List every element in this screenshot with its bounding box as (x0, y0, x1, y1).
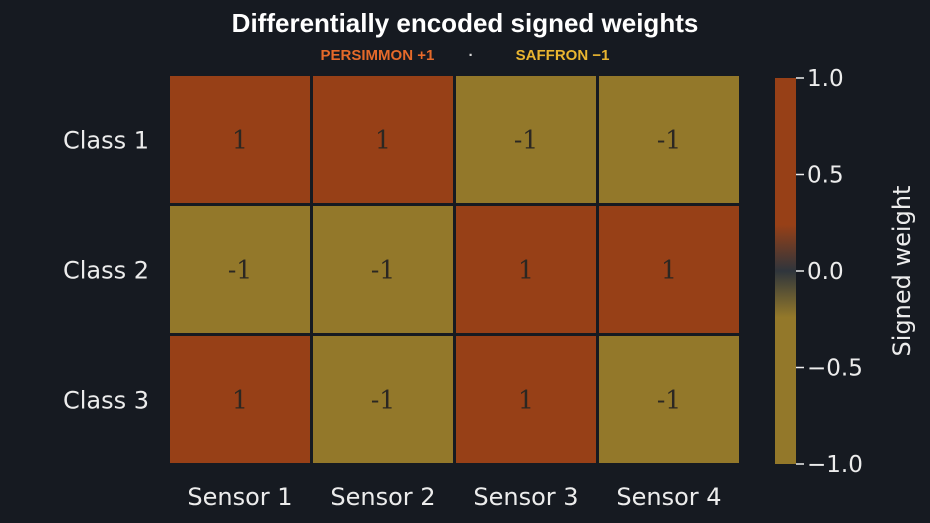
column-label: Sensor 1 (187, 483, 292, 511)
cell-value-label: -1 (657, 126, 681, 155)
column-label: Sensor 4 (616, 483, 721, 511)
colorbar-tick-label: −0.5 (807, 356, 863, 382)
cell-value-label: -1 (371, 256, 395, 285)
cell-value-label: 1 (232, 386, 248, 415)
colorbar-label: Signed weight (888, 186, 916, 357)
column-labels: Sensor 1 Sensor 2 Sensor 3 Sensor 4 (187, 483, 721, 511)
row-label: Class 3 (63, 387, 149, 415)
cell-value-label: -1 (371, 386, 395, 415)
cell-value-label: -1 (514, 126, 538, 155)
row-labels: Class 1 Class 2 Class 3 (63, 127, 149, 415)
colorbar-gradient (775, 78, 796, 464)
colorbar-tick-label: −1.0 (807, 452, 863, 478)
heatmap-cells: 1 1 -1 -1 -1 -1 1 1 1 -1 1 -1 (170, 76, 739, 463)
cell-value-label: -1 (228, 256, 252, 285)
cell-value-label: 1 (661, 256, 677, 285)
row-label: Class 2 (63, 257, 149, 285)
cell-value-label: -1 (657, 386, 681, 415)
cell-value-label: 1 (375, 126, 391, 155)
colorbar: 1.0 0.5 0.0 −0.5 −1.0 Signed weight (775, 66, 916, 478)
column-label: Sensor 2 (330, 483, 435, 511)
colorbar-tick-label: 1.0 (807, 66, 844, 92)
row-label: Class 1 (63, 127, 149, 155)
cell-value-label: 1 (518, 386, 534, 415)
colorbar-tick-label: 0.0 (807, 259, 844, 285)
colorbar-tick-label: 0.5 (807, 163, 844, 189)
cell-value-label: 1 (518, 256, 534, 285)
column-label: Sensor 3 (473, 483, 578, 511)
cell-value-label: 1 (232, 126, 248, 155)
